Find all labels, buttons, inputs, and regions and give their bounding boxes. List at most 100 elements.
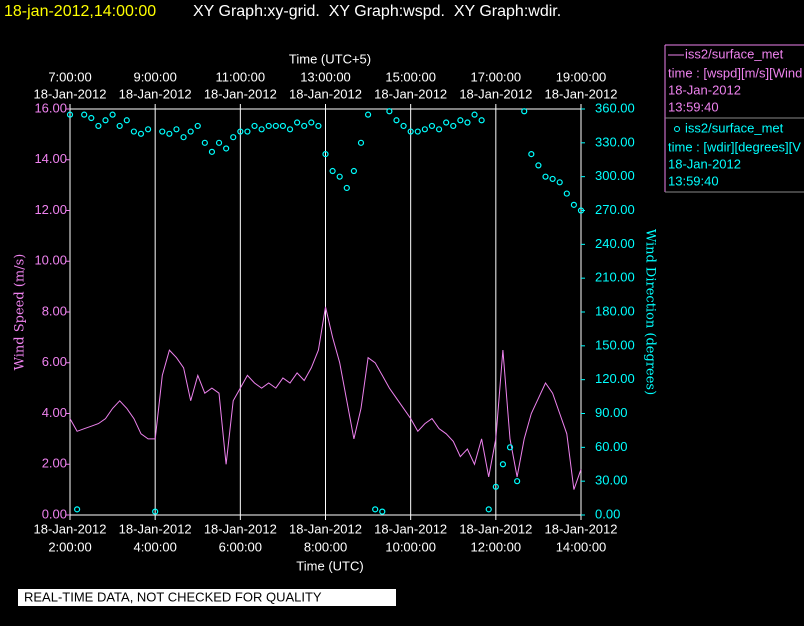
x-tick-label: 4:00:00 (133, 539, 176, 554)
wind-direction-point (364, 111, 372, 118)
wind-direction-point (386, 108, 393, 115)
wind-direction-point (506, 444, 514, 451)
legend-detail: 18-Jan-2012 (668, 82, 741, 97)
footer: REAL-TIME DATA, NOT CHECKED FOR QUALITY (24, 589, 322, 604)
y-tick-label: 8.00 (42, 303, 67, 318)
y2-tick-label: 90.00 (595, 405, 628, 420)
legend-detail: 13:59:40 (668, 99, 719, 114)
y2-tick-label: 270.00 (595, 202, 635, 217)
legend-detail: 13:59:40 (668, 173, 719, 188)
wind-direction-point (464, 119, 471, 126)
y2-tick-label: 240.00 (595, 236, 635, 251)
wind-direction-point (315, 122, 322, 130)
wind-direction-point (123, 117, 130, 124)
wind-direction-point (549, 175, 556, 183)
wind-direction-point (471, 111, 478, 118)
legend-detail: time : [wdir][degrees][V (668, 139, 801, 154)
x-tick-label: 14:00:00 (556, 539, 607, 554)
wind-direction-point (279, 122, 287, 130)
wind-direction-point (237, 128, 244, 135)
wind-direction-point (109, 111, 116, 118)
wind-direction-point (457, 117, 464, 124)
x2-tick-date: 18-Jan-2012 (374, 86, 447, 101)
y2-tick-label: 300.00 (595, 168, 635, 183)
legend-name: iss2/surface_met (685, 46, 784, 61)
x-tick-label: 2:00:00 (48, 539, 91, 554)
y2-axis-label: Wind Direction (degrees) (643, 229, 658, 395)
y2-tick-label: 0.00 (595, 506, 620, 521)
wind-direction-point (556, 179, 563, 186)
x-tick-date: 18-Jan-2012 (374, 521, 447, 536)
wind-direction-point (308, 119, 315, 126)
wind-direction-point (81, 111, 88, 118)
wind-direction-point (443, 119, 450, 126)
wind-direction-point (294, 119, 301, 126)
wind-direction-point (372, 506, 379, 513)
x2-tick-label: 17:00:00 (471, 69, 522, 84)
legend-detail: 18-Jan-2012 (668, 156, 741, 171)
wind-direction-point (301, 122, 308, 130)
x-tick-date: 18-Jan-2012 (204, 521, 277, 536)
x-axis-label: Time (UTC) (296, 558, 363, 573)
wind-direction-point (492, 483, 499, 490)
wind-direction-point (137, 130, 145, 137)
x-tick-label: 6:00:00 (219, 539, 262, 554)
wind-direction-point (407, 128, 414, 135)
x-tick-label: 10:00:00 (385, 539, 436, 554)
wind-direction-point (563, 190, 570, 197)
wind-direction-point (400, 122, 407, 130)
x2-tick-date: 18-Jan-2012 (34, 86, 107, 101)
wind-direction-point (208, 148, 216, 155)
chart-title: XY Graph:xy-grid. XY Graph:wspd. XY Grap… (193, 3, 561, 20)
wind-direction-point (286, 126, 294, 133)
y-tick-label: 10.00 (34, 253, 67, 268)
wind-direction-point (428, 122, 436, 130)
x2-tick-label: 19:00:00 (556, 69, 607, 84)
x-tick-date: 18-Jan-2012 (119, 521, 192, 536)
wind-direction-point (251, 122, 258, 130)
wind-direction-point (88, 114, 95, 122)
wind-direction-point (244, 128, 251, 135)
wind-direction-point (187, 128, 194, 135)
wind-direction-point (66, 111, 74, 118)
x-tick-date: 18-Jan-2012 (545, 521, 618, 536)
x2-tick-date: 18-Jan-2012 (459, 86, 532, 101)
wind-direction-point (357, 139, 365, 146)
x-tick-date: 18-Jan-2012 (289, 521, 362, 536)
wind-direction-point (450, 122, 457, 130)
y-axis-label: Wind Speed (m/s) (13, 254, 28, 371)
x2-tick-label: 15:00:00 (385, 69, 436, 84)
wind-direction-point (201, 139, 208, 146)
y2-tick-label: 60.00 (595, 439, 628, 454)
wind-direction-point (166, 130, 173, 137)
footer-box (18, 589, 396, 606)
wind-direction-point (570, 201, 578, 208)
y2-tick-label: 360.00 (595, 100, 635, 115)
wind-direction-point (329, 167, 336, 175)
x2-tick-label: 9:00:00 (133, 69, 176, 84)
legend-detail: time : [wspd][m/s][Wind (668, 65, 802, 80)
x2-tick-date: 18-Jan-2012 (204, 86, 277, 101)
wind-direction-point (350, 167, 357, 175)
wind-direction-point (528, 151, 535, 158)
x2-tick-date: 18-Jan-2012 (545, 86, 618, 101)
wind-direction-point (258, 126, 265, 133)
x-tick-label: 8:00:00 (304, 539, 347, 554)
y2-tick-label: 210.00 (595, 270, 635, 285)
wind-direction-point (265, 122, 272, 130)
wind-direction-point (180, 134, 187, 141)
wind-direction-point (435, 126, 443, 133)
wind-direction-point (521, 108, 528, 115)
wind-direction-point (322, 151, 329, 158)
legend-symbol (674, 126, 680, 132)
x-tick-label: 12:00:00 (471, 539, 522, 554)
y2-tick-label: 180.00 (595, 303, 635, 318)
wind-direction-point (144, 126, 152, 133)
y-tick-label: 0.00 (42, 506, 67, 521)
wind-direction-point (499, 461, 507, 468)
wind-direction-point (379, 508, 386, 515)
timestamp: 18-jan-2012,14:00:00 (4, 3, 156, 20)
wind-direction-point (95, 122, 102, 130)
wind-direction-point (102, 117, 109, 124)
